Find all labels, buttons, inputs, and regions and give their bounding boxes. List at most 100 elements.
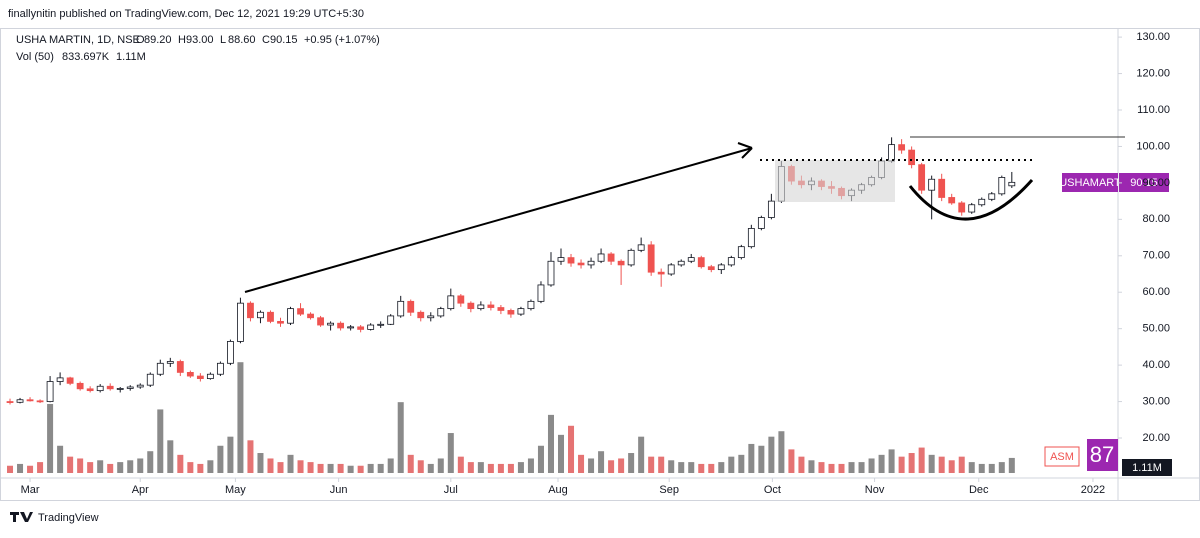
volume-bar xyxy=(748,443,755,473)
volume-tag-label: 1.11M xyxy=(1132,462,1162,474)
candle-body xyxy=(317,317,324,326)
ohlc-legend: O 89.20 H 93.00 L 88.60 C 90.15 +0.95 (+1.07%) xyxy=(136,34,380,46)
candle-body xyxy=(457,295,465,304)
volume-bar xyxy=(67,456,74,473)
x-tick-label: Apr xyxy=(132,484,149,496)
volume-bar xyxy=(898,456,905,473)
volume-bar xyxy=(317,463,324,473)
volume-bar xyxy=(848,462,855,473)
volume-bar xyxy=(167,440,174,473)
candle-body xyxy=(898,144,906,151)
symbol-line: USHA MARTIN, 1D, NSE xyxy=(16,34,140,46)
candle-body xyxy=(627,249,635,266)
volume-bar xyxy=(628,453,635,473)
volume-bar xyxy=(197,463,204,473)
volume-bar xyxy=(157,409,164,473)
candle-body xyxy=(247,302,254,319)
candle-body xyxy=(106,385,114,390)
volume-bar xyxy=(648,456,655,473)
candle-body xyxy=(587,260,595,266)
candle-body xyxy=(677,260,685,266)
candle-body xyxy=(417,311,425,319)
x-tick-label: Aug xyxy=(548,484,568,496)
candle-body xyxy=(547,260,555,286)
volume-bar xyxy=(998,462,1005,473)
volume-bar xyxy=(17,463,24,473)
volume-bar xyxy=(527,458,534,473)
candle-body xyxy=(737,246,745,259)
volume-bar xyxy=(708,463,715,473)
candle-body xyxy=(707,266,715,271)
y-tick-label: 120.00 xyxy=(1136,67,1170,79)
candle-body xyxy=(918,164,926,191)
volume-bar xyxy=(377,463,384,473)
x-tick-label: Sep xyxy=(659,484,679,496)
candle-body xyxy=(116,388,124,390)
y-tick-label: 110.00 xyxy=(1137,104,1170,116)
symbol-tag-label: USHAMART xyxy=(1059,177,1121,189)
candle-body xyxy=(938,178,946,198)
volume-bar xyxy=(938,456,945,473)
y-tick-label: 30.00 xyxy=(1142,395,1170,407)
candle-body xyxy=(126,386,134,389)
candle-body xyxy=(998,177,1006,195)
volume-bar xyxy=(297,460,304,473)
change: +0.95 (+1.07%) xyxy=(304,34,380,46)
candle-body xyxy=(757,217,765,229)
candle-body xyxy=(136,384,144,388)
volume-bar xyxy=(738,454,745,473)
volume-bar xyxy=(568,425,575,473)
volume-bar xyxy=(888,449,895,473)
volume-bar xyxy=(207,460,214,473)
y-tick-label: 100.00 xyxy=(1136,140,1170,152)
volume-bar xyxy=(437,458,444,473)
volume-bar xyxy=(638,436,645,473)
y-tick-label: 80.00 xyxy=(1142,213,1170,225)
candle-body xyxy=(697,257,705,268)
candle-body xyxy=(507,310,515,315)
volume-bar xyxy=(187,462,194,473)
ohlc-key: O xyxy=(136,34,145,46)
volume-bar xyxy=(808,460,815,473)
score-badge xyxy=(1087,439,1118,471)
volume-bar xyxy=(828,463,835,473)
x-tick-label: Jul xyxy=(444,484,458,496)
candle-body xyxy=(1008,181,1016,187)
candle-body xyxy=(477,304,485,310)
y-tick-label: 20.00 xyxy=(1142,432,1170,444)
score: 87 xyxy=(1090,442,1114,467)
candle-body xyxy=(427,315,435,319)
candle-body xyxy=(46,381,54,402)
x-tick-label: Mar xyxy=(21,484,40,496)
candle-body xyxy=(537,284,545,302)
candle-body xyxy=(527,300,535,310)
candle-body xyxy=(727,257,735,266)
volume-bar xyxy=(477,462,484,473)
volume-title: Vol (50) xyxy=(16,51,54,63)
volume-bar xyxy=(918,447,925,473)
frame xyxy=(0,28,1200,501)
volume-bar xyxy=(878,454,885,473)
brand-logo xyxy=(10,512,33,522)
asm-badge xyxy=(1044,446,1080,467)
candle-body xyxy=(577,262,585,266)
candle-body xyxy=(357,326,365,330)
candle-body xyxy=(717,264,725,271)
volume-bar xyxy=(237,362,244,473)
volume-bar xyxy=(978,463,985,473)
x-tick-label: Jun xyxy=(330,484,348,496)
volume-bar xyxy=(347,465,354,473)
ohlc-value: 90.15 xyxy=(270,34,298,46)
volume-tag xyxy=(1122,459,1172,476)
candle-body xyxy=(156,362,164,375)
volume-bar xyxy=(608,460,615,473)
candle-body xyxy=(767,200,775,218)
candle-body xyxy=(6,401,14,403)
y-tick-label: 70.00 xyxy=(1142,250,1170,262)
volume-bar xyxy=(547,414,554,473)
volume-bar xyxy=(507,463,514,473)
candle-body xyxy=(166,361,174,364)
volume-bar xyxy=(908,453,915,473)
volume-value: 833.697K xyxy=(62,51,110,63)
